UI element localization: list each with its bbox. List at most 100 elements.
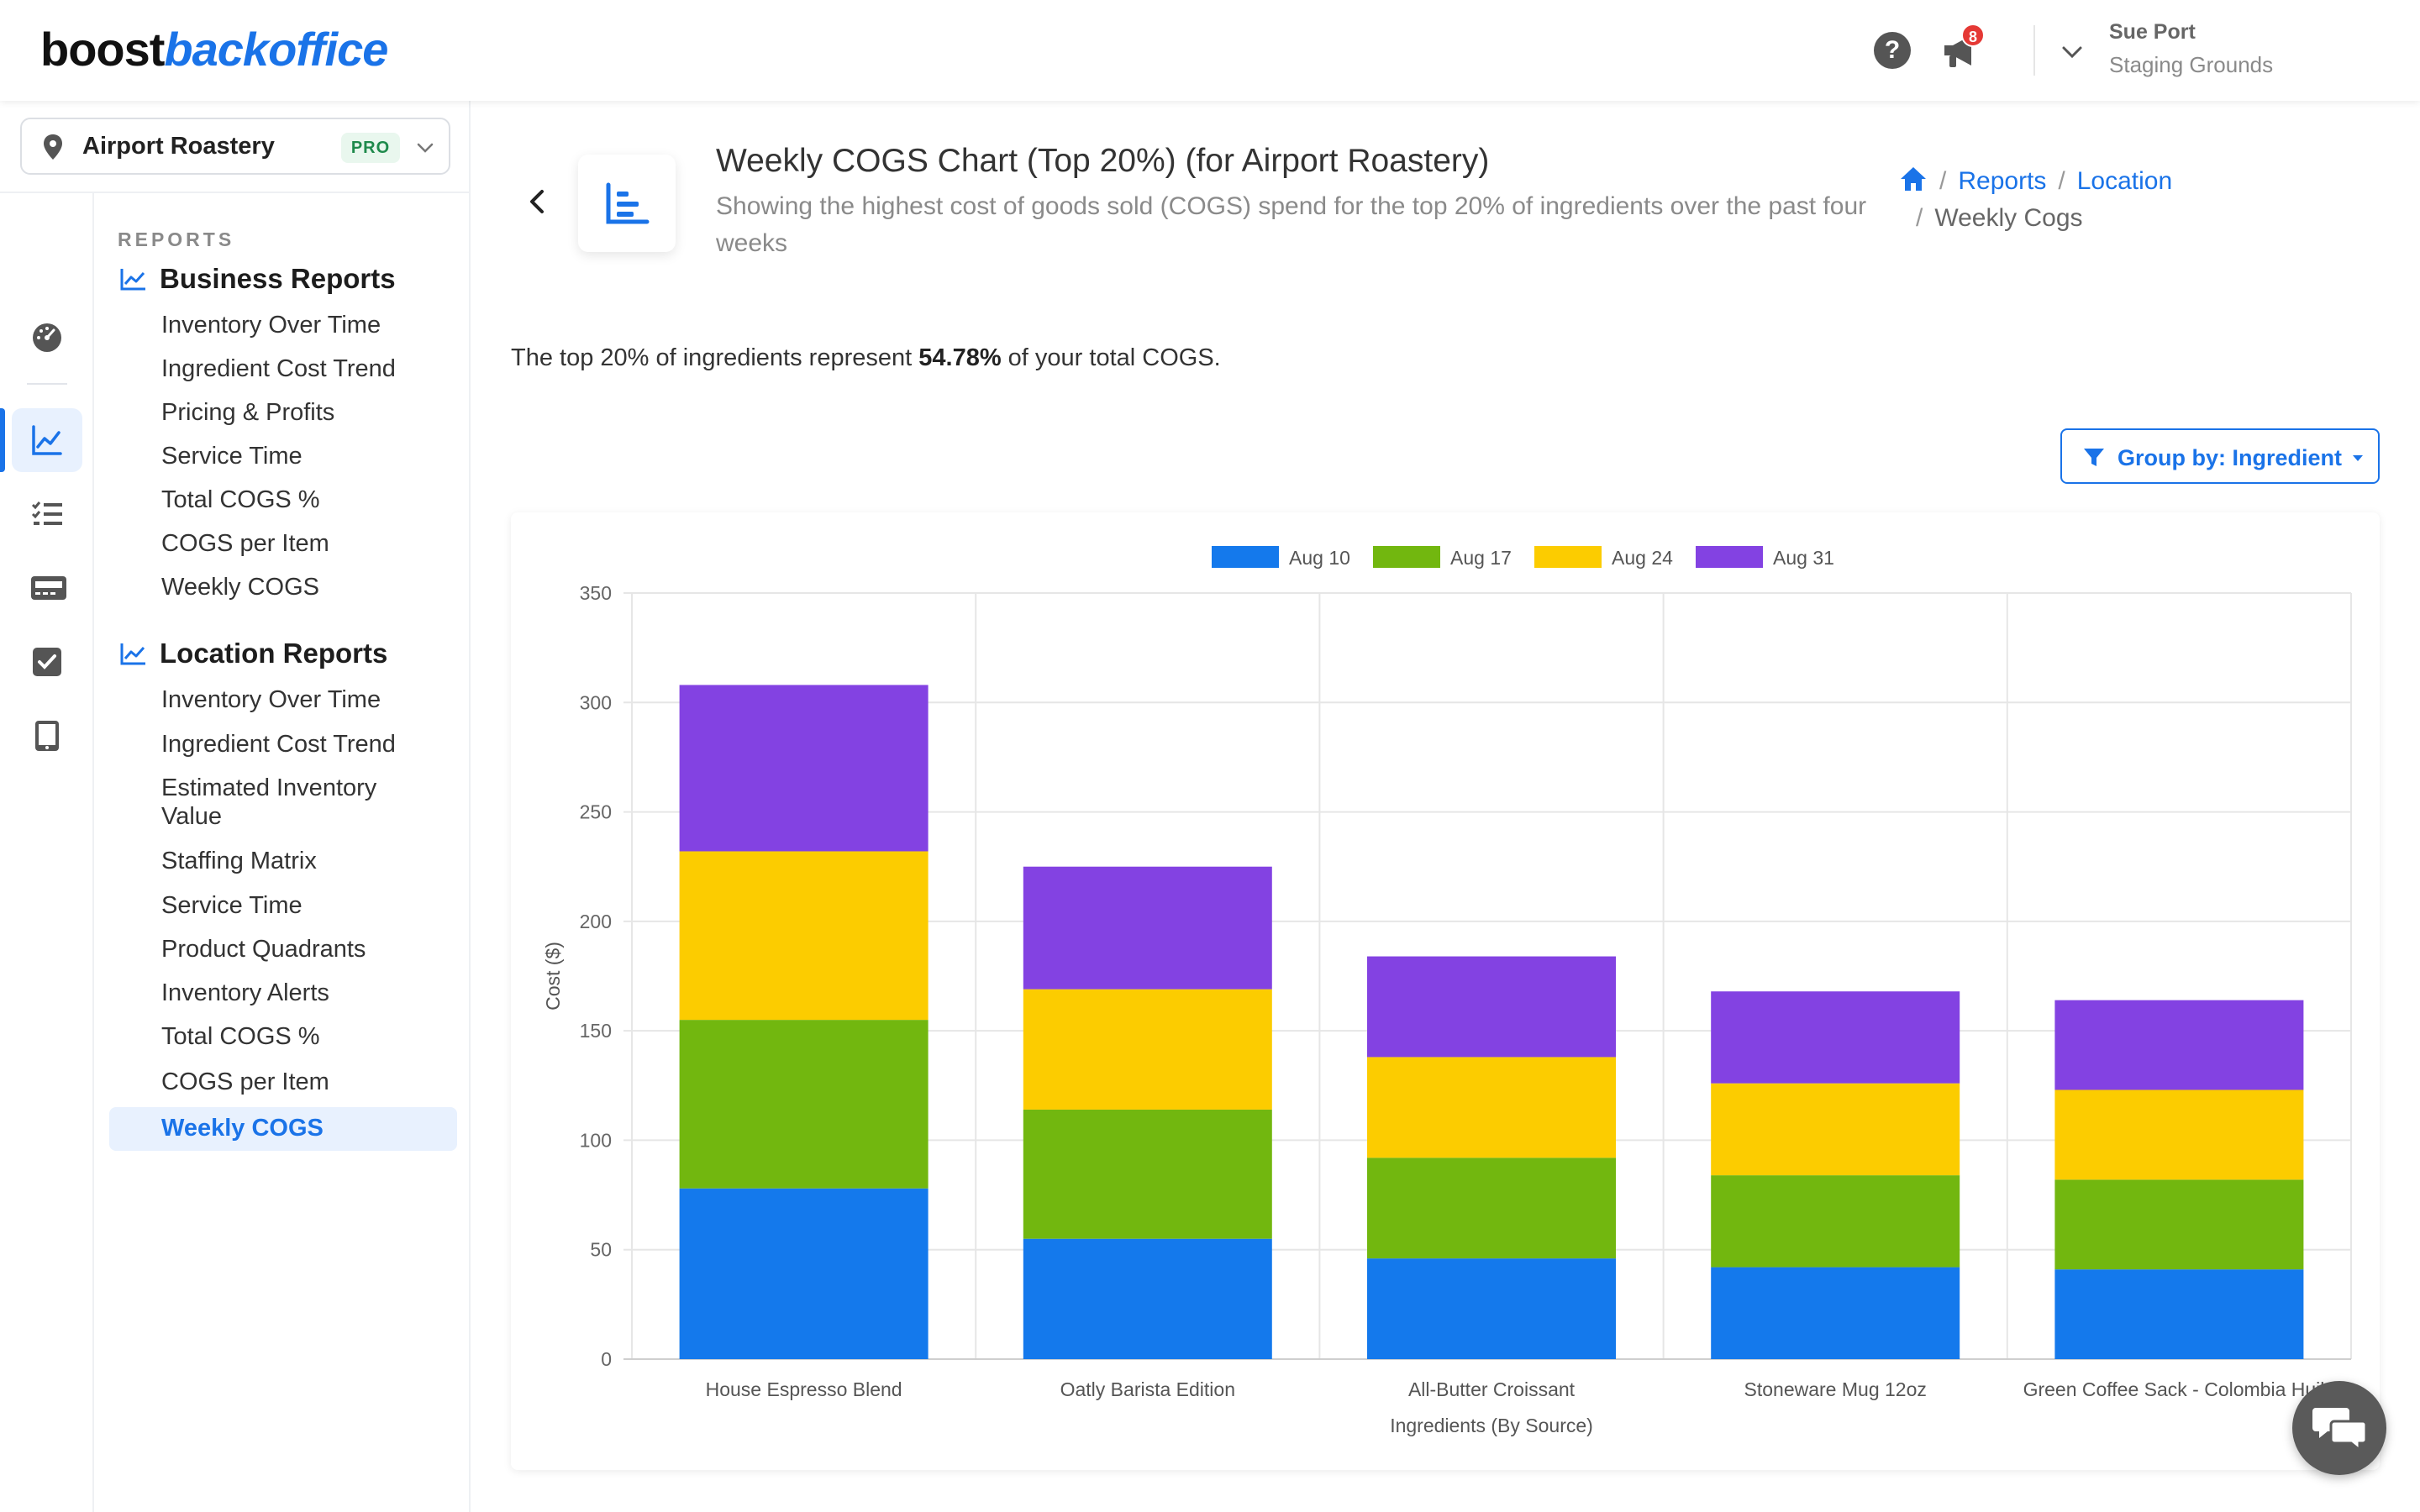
card-reader-icon (31, 576, 66, 600)
user-name[interactable]: Sue Port (2109, 20, 2196, 44)
breadcrumb-current: Weekly Cogs (1934, 204, 2083, 232)
home-icon[interactable] (1899, 165, 1928, 192)
x-tick-label: House Espresso Blend (706, 1378, 902, 1400)
bar-segment (1367, 956, 1616, 1058)
chat-button[interactable] (2292, 1381, 2386, 1475)
bar-segment (1023, 1238, 1272, 1359)
chart-card: 0 50 100 150 200 250 300 350 House Espresso Blen… (511, 512, 2380, 1470)
logo[interactable]: boostbackoffice (40, 20, 388, 79)
page-subtitle: Showing the highest cost of goods sold (… (716, 192, 1867, 257)
menu-item-location[interactable]: COGS per Item (161, 1068, 329, 1095)
legend-swatch (1212, 546, 1279, 568)
y-tick-label: 100 (580, 1129, 612, 1151)
bar-segment (2054, 1179, 2304, 1270)
logo-main: boost (40, 23, 165, 76)
rail-divider (27, 383, 67, 385)
header-divider (2033, 25, 2035, 76)
menu-item-location[interactable]: Inventory Over Time (161, 686, 381, 713)
menu-item-business[interactable]: Service Time (161, 443, 302, 470)
business-reports-label: Business Reports (160, 263, 396, 294)
summary-suffix: of your total COGS. (1007, 344, 1221, 371)
menu-item-business[interactable]: Pricing & Profits (161, 399, 335, 426)
menu-item-business[interactable]: COGS per Item (161, 530, 329, 557)
y-tick-label: 200 (580, 911, 612, 932)
menu-item-location[interactable]: Ingredient Cost Trend (161, 731, 396, 758)
page-title: Weekly COGS Chart (Top 20%) (for Airport… (716, 143, 1490, 179)
bar-segment (1367, 1057, 1616, 1158)
bar-segment (1367, 1158, 1616, 1259)
summary-prefix: The top 20% of ingredients represent (511, 344, 913, 371)
menu-item-business[interactable]: Total COGS % (161, 486, 320, 513)
menu-item-location-active[interactable]: Weekly COGS (109, 1107, 457, 1151)
help-icon[interactable]: ? (1874, 32, 1911, 69)
menu-item-business[interactable]: Weekly COGS (161, 574, 320, 601)
menu-item-location[interactable]: Total COGS % (161, 1023, 320, 1050)
breadcrumb: / Reports / Location / Weekly Cogs (1899, 163, 2252, 237)
bar-segment (1367, 1258, 1616, 1359)
y-axis-label: Cost ($) (542, 942, 564, 1011)
plan-badge: PRO (341, 133, 400, 163)
notification-badge: 8 (1961, 24, 1985, 47)
rail-reports[interactable] (12, 408, 82, 472)
back-chevron-icon[interactable] (521, 185, 555, 218)
rail-payments[interactable] (12, 556, 82, 620)
bar-chart-icon (606, 182, 650, 224)
location-reports-title: Location Reports (119, 635, 387, 672)
location-pin-icon (44, 134, 62, 160)
bar-segment (679, 1020, 929, 1189)
line-chart-icon (120, 643, 145, 665)
checkbox-icon (33, 648, 61, 676)
bar-segment (1023, 1109, 1272, 1239)
bar-segment (679, 851, 929, 1021)
bar-segment (1711, 1267, 1960, 1359)
chevron-down-icon[interactable] (2055, 35, 2089, 69)
chevron-down-icon (417, 143, 434, 153)
location-reports-label: Location Reports (160, 638, 388, 669)
breadcrumb-location[interactable]: Location (2076, 167, 2173, 195)
menu-item-location[interactable]: Product Quadrants (161, 936, 366, 963)
group-by-label: Group by: Ingredient (2118, 445, 2342, 470)
summary-text: The top 20% of ingredients represent 54.… (511, 344, 1221, 372)
line-chart-icon (120, 269, 145, 291)
tablet-icon (35, 721, 59, 751)
x-tick-label: All-Butter Croissant (1408, 1378, 1576, 1400)
menu-item-active-label: Weekly COGS (161, 1115, 324, 1142)
logo-accent: backoffice (164, 23, 388, 76)
filter-icon (2084, 449, 2104, 466)
menu-item-location[interactable]: Service Time (161, 892, 302, 919)
y-tick-label: 350 (580, 582, 612, 604)
menu-item-business[interactable]: Ingredient Cost Trend (161, 355, 396, 382)
menu-item-location[interactable]: Estimated Inventory Value (161, 774, 377, 830)
rail-devices[interactable] (12, 704, 82, 768)
caret-down-icon (2353, 455, 2363, 461)
page-icon-card (578, 155, 676, 252)
breadcrumb-reports[interactable]: Reports (1958, 167, 2047, 195)
stacked-bar-chart: 0 50 100 150 200 250 300 350 House Espresso Blen… (542, 546, 2352, 1436)
legend-label: Aug 10 (1289, 547, 1350, 569)
x-tick-label: Oatly Barista Edition (1060, 1378, 1235, 1400)
bar-segment (1711, 1083, 1960, 1176)
rail-active-indicator (0, 408, 5, 472)
icon-rail (0, 193, 94, 1512)
checklist-icon (31, 501, 62, 525)
menu-heading: REPORTS (118, 228, 235, 250)
sidebar-divider (0, 192, 471, 193)
summary-value: 54.78% (918, 344, 1002, 371)
y-tick-label: 300 (580, 691, 612, 713)
menu-item-business[interactable]: Inventory Over Time (161, 312, 381, 339)
main-content: Weekly COGS Chart (Top 20%) (for Airport… (471, 101, 2420, 1512)
group-by-button[interactable]: Group by: Ingredient (2060, 428, 2380, 484)
legend-swatch (1373, 546, 1440, 568)
bar-segment (2054, 1089, 2304, 1180)
breadcrumb-separator: / (1939, 167, 1947, 195)
bar-segment (1711, 991, 1960, 1084)
location-selector[interactable]: Airport Roastery PRO (20, 118, 450, 175)
legend-label: Aug 24 (1612, 547, 1673, 569)
legend-swatch (1696, 546, 1763, 568)
menu-item-location[interactable]: Inventory Alerts (161, 979, 329, 1006)
gauge-icon (33, 323, 61, 352)
menu-item-location[interactable]: Staffing Matrix (161, 848, 317, 874)
rail-checklists[interactable] (12, 630, 82, 694)
rail-tasks[interactable] (12, 482, 82, 546)
rail-dashboard[interactable] (12, 306, 82, 370)
